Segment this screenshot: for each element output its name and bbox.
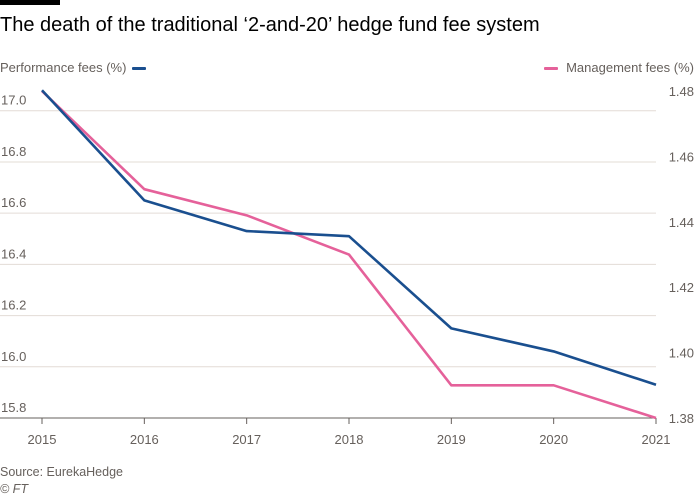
legend-management: Management fees (%) xyxy=(544,60,694,76)
brand-accent-bar xyxy=(0,0,60,5)
y-right-tick-label: 1.42 xyxy=(669,280,694,295)
y-left-tick-label: 15.8 xyxy=(1,400,26,415)
y-right-tick-label: 1.46 xyxy=(669,149,694,164)
legend-performance-label: Performance fees (%) xyxy=(0,60,127,75)
copyright-credit: © FT xyxy=(0,482,28,496)
x-tick-label: 2016 xyxy=(130,432,159,447)
legend-performance: Performance fees (%) xyxy=(0,60,147,76)
chart-title: The death of the traditional ‘2-and-20’ … xyxy=(0,14,540,36)
legend-management-swatch xyxy=(544,66,559,70)
x-tick-label: 2018 xyxy=(335,432,364,447)
y-right-tick-label: 1.38 xyxy=(669,411,694,426)
y-left-tick-label: 16.0 xyxy=(1,349,26,364)
y-left-tick-label: 16.4 xyxy=(1,246,26,261)
x-tick-label: 2021 xyxy=(642,432,671,447)
y-right-tick-label: 1.48 xyxy=(669,84,694,99)
y-left-tick-label: 17.0 xyxy=(1,93,26,108)
y-left-tick-label: 16.6 xyxy=(1,195,26,210)
legend-management-label: Management fees (%) xyxy=(566,60,694,75)
source-note: Source: EurekaHedge xyxy=(0,465,123,479)
x-tick-label: 2015 xyxy=(28,432,57,447)
x-tick-label: 2017 xyxy=(232,432,261,447)
x-tick-label: 2019 xyxy=(437,432,466,447)
legend-performance-swatch xyxy=(132,66,147,70)
y-right-tick-label: 1.44 xyxy=(669,215,694,230)
y-left-tick-label: 16.8 xyxy=(1,144,26,159)
performance-fees-line xyxy=(41,89,657,386)
y-right-tick-label: 1.40 xyxy=(669,346,694,361)
x-tick-label: 2020 xyxy=(539,432,568,447)
y-left-tick-label: 16.2 xyxy=(1,298,26,313)
management-fees-line xyxy=(41,90,657,420)
